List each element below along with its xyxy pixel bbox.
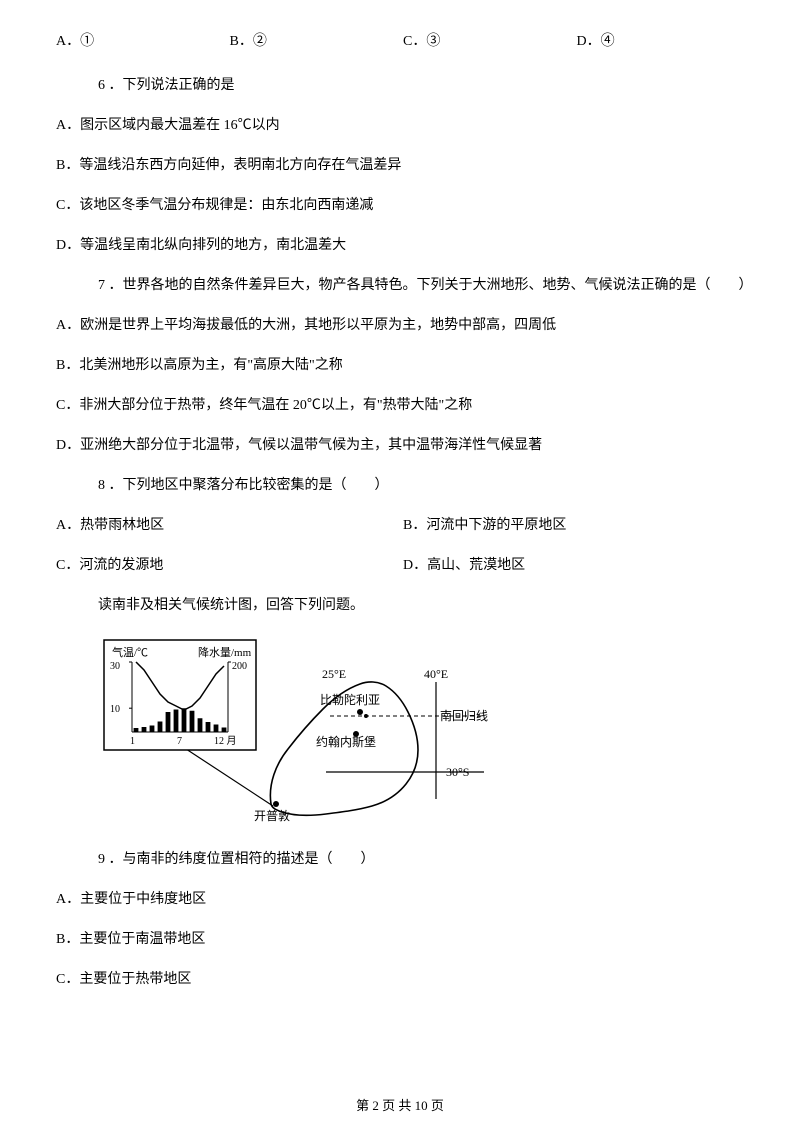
svg-text:1: 1 [130, 736, 135, 747]
q6-d: D．等温线呈南北纵向排列的地方，南北温差大 [56, 234, 750, 254]
q8-stem: 8 ．下列地区中聚落分布比较密集的是（ ） [98, 474, 750, 494]
svg-text:200: 200 [232, 661, 247, 672]
svg-text:开普敦: 开普敦 [254, 808, 290, 823]
q8-a: A．热带雨林地区 [56, 514, 403, 534]
q6-b: B．等温线沿东西方向延伸，表明南北方向存在气温差异 [56, 154, 750, 174]
svg-text:约翰内斯堡: 约翰内斯堡 [316, 734, 376, 749]
svg-text:12 月: 12 月 [214, 735, 237, 747]
svg-text:比勒陀利亚: 比勒陀利亚 [320, 692, 380, 707]
q6-c: C．该地区冬季气温分布规律是：由东北向西南递减 [56, 194, 750, 214]
svg-text:7: 7 [177, 736, 182, 747]
q9-a: A．主要位于中纬度地区 [56, 888, 750, 908]
passage-1: 读南非及相关气候统计图，回答下列问题。 [98, 594, 750, 614]
opt-c: C．③ [403, 30, 577, 50]
q8-d: D．高山、荒漠地区 [403, 554, 750, 574]
q7-a: A．欧洲是世界上平均海拔最低的大洲，其地形以平原为主，地势中部高，四周低 [56, 314, 750, 334]
q9-stem: 9 ．与南非的纬度位置相符的描述是（ ） [98, 848, 750, 868]
q8-c: C．河流的发源地 [56, 554, 403, 574]
svg-text:30°S: 30°S [446, 765, 469, 779]
opt-d: D．④ [577, 30, 751, 50]
q8-b: B．河流中下游的平原地区 [403, 514, 750, 534]
svg-text:气温/℃: 气温/℃ [112, 645, 148, 659]
q8-choices: A．热带雨林地区 C．河流的发源地 B．河流中下游的平原地区 D．高山、荒漠地区 [56, 514, 750, 574]
opt-b: B．② [230, 30, 404, 50]
q9-b: B．主要位于南温带地区 [56, 928, 750, 948]
svg-text:25°E: 25°E [322, 667, 346, 681]
south-africa-diagram: 气温/℃ 降水量/mm 30 10 200 1 7 12 月 25°E 40°E 30°S 南回归线 比… [98, 634, 750, 824]
page-footer: 第 2 页 共 10 页 [50, 1095, 750, 1114]
svg-text:40°E: 40°E [424, 667, 448, 681]
q9-c: C．主要位于热带地区 [56, 968, 750, 988]
svg-text:10: 10 [110, 704, 120, 715]
svg-text:30: 30 [110, 661, 120, 672]
q7-b: B．北美洲地形以高原为主，有"高原大陆"之称 [56, 354, 750, 374]
svg-text:南回归线: 南回归线 [440, 708, 488, 723]
opt-a: A．① [56, 30, 230, 50]
q7-stem: 7 ．世界各地的自然条件差异巨大，物产各具特色。下列关于大洲地形、地势、气候说法… [98, 274, 750, 294]
q6-stem: 6 ．下列说法正确的是 [98, 74, 750, 94]
svg-text:降水量/mm: 降水量/mm [198, 645, 252, 659]
diagram-svg: 气温/℃ 降水量/mm 30 10 200 1 7 12 月 25°E 40°E 30°S 南回归线 比… [98, 634, 488, 824]
q7-d: D．亚洲绝大部分位于北温带，气候以温带气候为主，其中温带海洋性气候显著 [56, 434, 750, 454]
q6-a: A．图示区域内最大温差在 16℃以内 [56, 114, 750, 134]
q5-options-row: A．① B．② C．③ D．④ [56, 30, 750, 50]
q7-c: C．非洲大部分位于热带，终年气温在 20℃以上，有"热带大陆"之称 [56, 394, 750, 414]
